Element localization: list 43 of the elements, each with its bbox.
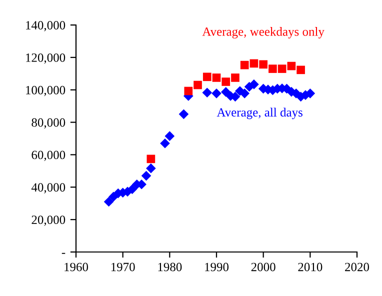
- point: [222, 78, 230, 86]
- point: [127, 184, 138, 194]
- y-tick-label: 140,000: [26, 21, 66, 32]
- point: [287, 62, 296, 70]
- point: [231, 74, 240, 82]
- x-tick-label: 1990: [205, 262, 229, 272]
- x-tick-label: 1960: [64, 262, 88, 272]
- point: [296, 66, 305, 74]
- y-tick-label: 120,000: [26, 53, 66, 64]
- point: [250, 59, 258, 68]
- point: [194, 80, 202, 90]
- point: [212, 74, 221, 82]
- x-tick-label: 1970: [111, 262, 135, 272]
- point: [146, 163, 156, 174]
- y-tick-label: -: [62, 252, 66, 254]
- x-tick-label: 2010: [298, 262, 322, 272]
- point: [160, 138, 170, 148]
- y-tick-label: 100,000: [26, 86, 66, 96]
- point: [202, 72, 212, 82]
- point: [249, 79, 259, 90]
- series-label: Average, all days: [216, 108, 302, 120]
- y-tick-label: 40,000: [31, 183, 66, 194]
- point: [146, 154, 156, 164]
- text: Average, weekdays only: [202, 27, 324, 38]
- point: [141, 170, 152, 181]
- point: [164, 131, 175, 141]
- y-tick-label: 20,000: [32, 216, 66, 226]
- x-tick-label: 2000: [251, 262, 276, 272]
- point: [278, 64, 286, 73]
- point: [212, 88, 222, 98]
- point: [202, 88, 212, 98]
- point: [104, 196, 114, 207]
- point: [184, 86, 193, 96]
- point: [240, 88, 250, 98]
- y-tick-label: 60,000: [32, 150, 66, 161]
- point: [259, 60, 268, 69]
- x-tick-label: 2020: [345, 262, 370, 272]
- y-tick-label: 80,000: [32, 118, 66, 129]
- point: [240, 60, 249, 70]
- point: [178, 109, 189, 120]
- x-tick-label: 1980: [158, 262, 182, 272]
- point: [220, 87, 231, 97]
- point: [268, 64, 277, 73]
